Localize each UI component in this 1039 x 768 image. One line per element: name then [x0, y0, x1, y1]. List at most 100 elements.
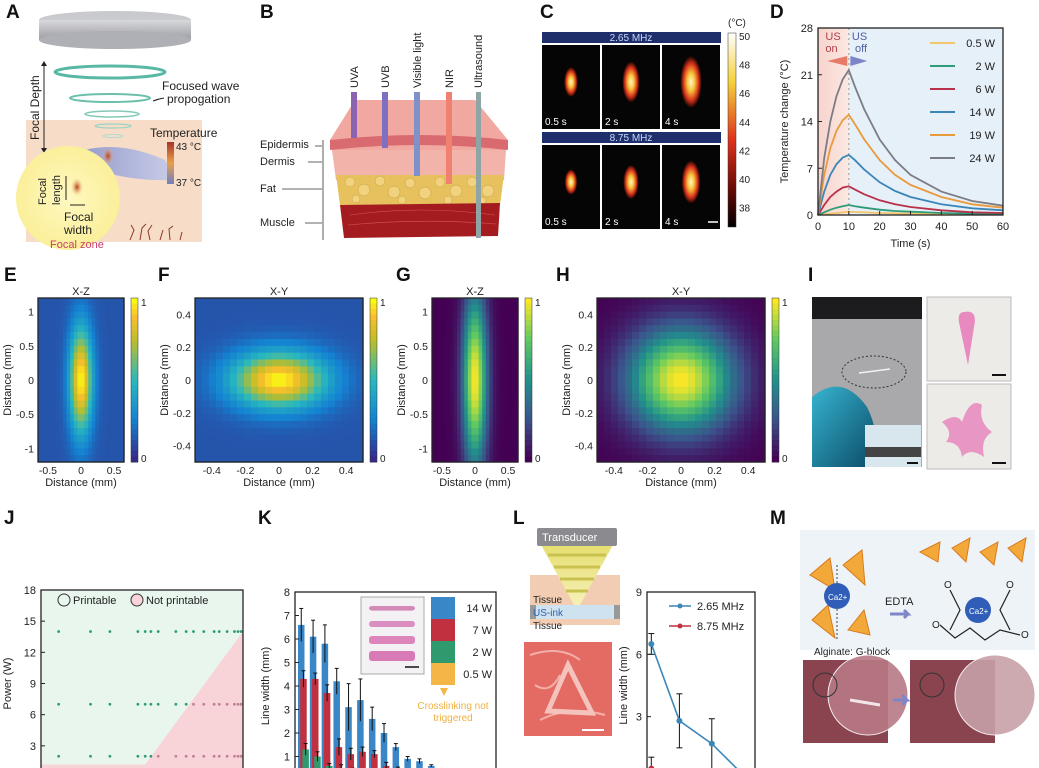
- heat-cell: [471, 332, 476, 340]
- x-tick-label: 0.4: [741, 465, 756, 477]
- nir-beam: [446, 92, 452, 184]
- heat-cell: [702, 318, 710, 326]
- heat-cell: [464, 448, 469, 456]
- heat-cell: [695, 373, 703, 381]
- heat-cell: [95, 393, 100, 402]
- heat-cell: [744, 400, 752, 408]
- heat-cell: [307, 304, 315, 313]
- heat-cell: [48, 366, 53, 374]
- heat-cell: [66, 380, 71, 388]
- edta-oxygen: O: [1006, 580, 1014, 591]
- heat-cell: [632, 441, 640, 449]
- heat-cell: [84, 373, 89, 381]
- heat-cell: [489, 298, 494, 306]
- heat-cell: [464, 304, 469, 313]
- heat-cell: [216, 318, 224, 326]
- heat-cell: [55, 332, 61, 340]
- heat-cell: [625, 386, 633, 395]
- heat-cell: [507, 386, 512, 395]
- heat-cell: [723, 311, 731, 320]
- heat-cell: [70, 373, 75, 381]
- heat-cell: [59, 373, 64, 381]
- heat-cell: [77, 441, 82, 449]
- heat-cell: [639, 325, 647, 333]
- y-tick-label: -0.4: [575, 441, 593, 453]
- y-tick-label: 7: [284, 611, 290, 623]
- heat-cell: [464, 359, 469, 367]
- heat-cell: [730, 298, 738, 306]
- heat-cell: [45, 325, 50, 333]
- focal-zone-label: Focal zone: [50, 239, 104, 251]
- heat-cell: [485, 325, 490, 333]
- heat-cell: [237, 359, 245, 367]
- heat-cell: [73, 311, 79, 320]
- heat-cell: [723, 352, 731, 361]
- heat-cell: [38, 345, 43, 354]
- heat-cell: [489, 352, 494, 361]
- heat-cell: [314, 441, 322, 449]
- heat-cell: [258, 448, 266, 456]
- heat-cell: [478, 352, 483, 361]
- heat-cell: [446, 359, 451, 367]
- heat-cell: [660, 311, 668, 320]
- heat-cell: [737, 304, 745, 313]
- heat-cell: [73, 441, 79, 449]
- legend-label: 8.75 MHz: [697, 621, 744, 633]
- reaction-arrow: [890, 608, 912, 620]
- heat-cell: [120, 441, 125, 449]
- heat-cell: [457, 325, 462, 333]
- heat-cell: [321, 325, 329, 333]
- heat-cell: [81, 455, 86, 463]
- legend-label: 6 W: [975, 84, 995, 96]
- heat-cell: [230, 366, 238, 374]
- heat-cell: [653, 386, 661, 395]
- heat-cell: [202, 325, 210, 333]
- heat-cell: [478, 427, 483, 436]
- heat-cell: [653, 448, 661, 456]
- heat-cell: [55, 380, 61, 388]
- heat-cell: [667, 427, 675, 436]
- heat-cell: [751, 373, 759, 381]
- heat-cell: [681, 386, 689, 395]
- heat-cell: [492, 421, 498, 429]
- data-point: [217, 702, 221, 706]
- heat-cell: [453, 332, 458, 340]
- heat-cell: [723, 441, 731, 449]
- heat-cell: [482, 311, 487, 320]
- heat-cell: [91, 339, 96, 347]
- heat-cell: [237, 400, 245, 408]
- heat-cell: [471, 380, 476, 388]
- time-label: 2 s: [605, 117, 618, 128]
- heat-cell: [70, 448, 75, 456]
- bar-14W: [416, 761, 423, 768]
- heat-cell: [442, 414, 447, 422]
- calcium-ion-chelated: [965, 597, 991, 623]
- heat-cell: [342, 386, 350, 395]
- heat-cell: [59, 441, 64, 449]
- heat-cell: [258, 373, 266, 381]
- heat-cell: [216, 311, 224, 320]
- time-label: 4 s: [665, 217, 678, 228]
- data-point: [136, 630, 140, 633]
- data-point: [225, 630, 229, 633]
- heat-cell: [737, 421, 745, 429]
- heat-cell: [432, 311, 437, 320]
- heat-cell: [38, 386, 43, 395]
- heat-cell: [300, 400, 308, 408]
- heat-cell: [464, 366, 469, 374]
- heat-cell: [758, 339, 766, 347]
- heat-cell: [63, 441, 68, 449]
- heat-cell: [737, 380, 745, 388]
- series-line-24W: [817, 68, 1004, 216]
- panel-label-f: F: [158, 265, 170, 286]
- heat-cell: [84, 455, 89, 463]
- heat-cell: [102, 448, 107, 456]
- heat-cell: [52, 407, 57, 415]
- heat-cell: [272, 325, 280, 333]
- heat-cell: [349, 421, 357, 429]
- heat-cell: [730, 311, 738, 320]
- heat-cell: [258, 345, 266, 354]
- heat-cell: [272, 448, 280, 456]
- heat-cell: [496, 332, 501, 340]
- colorbar-cell: [370, 440, 377, 447]
